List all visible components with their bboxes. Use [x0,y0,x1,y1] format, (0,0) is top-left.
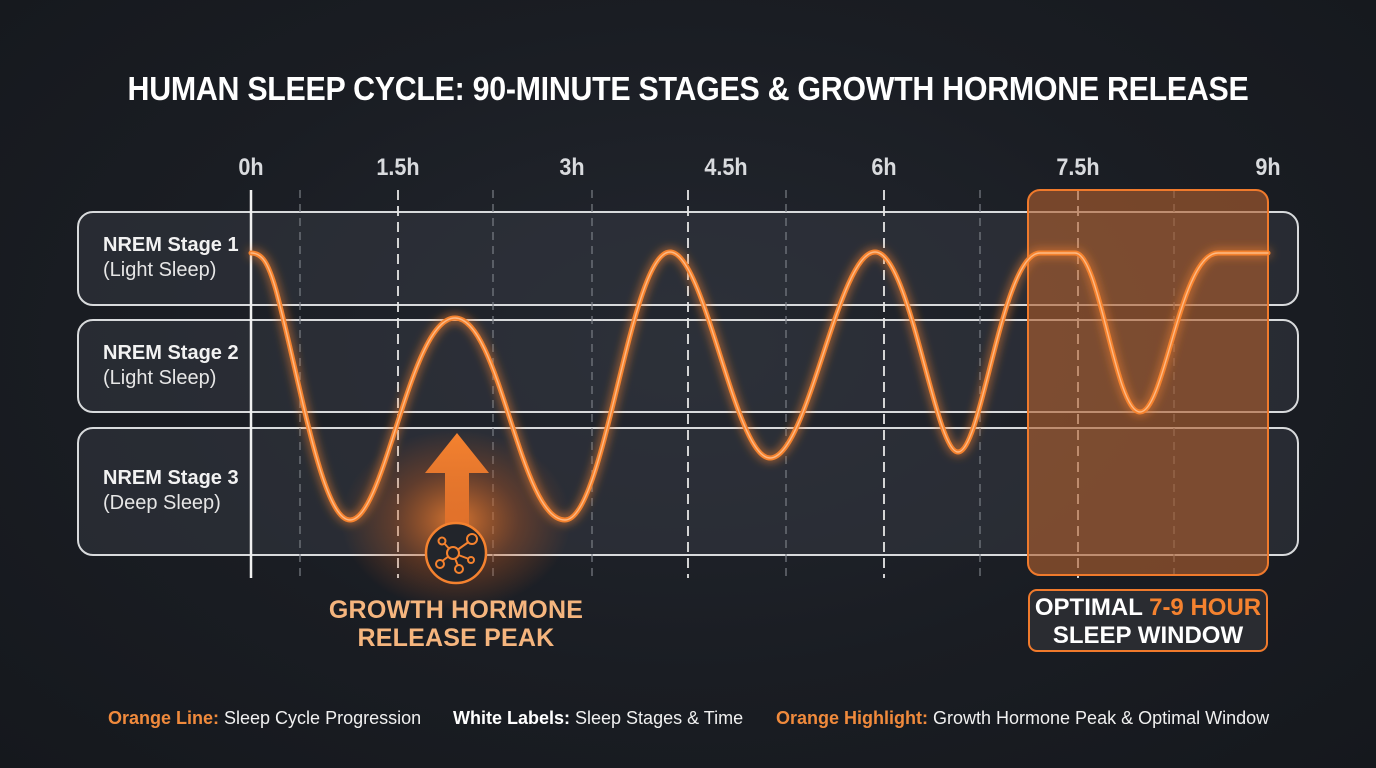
growth-hormone-label-line1: GROWTH HORMONE [328,596,584,624]
stage-2-label: NREM Stage 2 (Light Sleep) [103,341,239,391]
window-label-highlight: 7-9 HOUR [1149,594,1262,621]
legend-key: White Labels: [453,708,571,728]
stage-1-name: NREM Stage 1 [103,234,239,256]
stage-2-sub: (Light Sleep) [103,367,217,389]
window-label-line2: SLEEP WINDOW [1052,622,1244,649]
stage-3-name: NREM Stage 3 [103,467,239,489]
legend-item-orange-line: Orange Line: Sleep Cycle Progression [108,708,421,729]
molecule-network-icon [424,521,488,585]
stage-3-sub: (Deep Sleep) [103,492,221,514]
x-tick-3h: 3h [559,154,585,181]
growth-hormone-label: GROWTH HORMONE RELEASE PEAK [329,596,583,652]
optimal-window-label: OPTIMAL 7-9 HOUR SLEEP WINDOW [1028,589,1268,652]
legend-key: Orange Highlight: [776,708,928,728]
legend-text: Sleep Cycle Progression [219,708,422,728]
x-tick-0h: 0h [238,154,264,181]
stage-1-sub: (Light Sleep) [103,259,217,281]
x-tick-9h: 9h [1255,154,1281,181]
growth-hormone-label-line2: RELEASE PEAK [357,624,555,652]
x-tick-7-5h: 7.5h [1056,154,1100,181]
optimal-window-highlight [1027,189,1269,576]
legend-item-white-labels: White Labels: Sleep Stages & Time [453,708,743,729]
x-tick-1-5h: 1.5h [376,154,420,181]
stage-2-name: NREM Stage 2 [103,342,239,364]
stage-1-label: NREM Stage 1 (Light Sleep) [103,233,239,283]
x-tick-6h: 6h [871,154,897,181]
legend-item-orange-highlight: Orange Highlight: Growth Hormone Peak & … [776,708,1269,729]
legend-key: Orange Line: [108,708,220,728]
chart-title: HUMAN SLEEP CYCLE: 90-MINUTE STAGES & GR… [127,70,1249,107]
growth-hormone-arrow [425,433,489,530]
stage-3-label: NREM Stage 3 (Deep Sleep) [103,466,239,516]
x-tick-4-5h: 4.5h [704,154,748,181]
legend-text: Sleep Stages & Time [570,708,744,728]
window-label-prefix: OPTIMAL [1034,594,1150,621]
legend-text: Growth Hormone Peak & Optimal Window [928,708,1270,728]
